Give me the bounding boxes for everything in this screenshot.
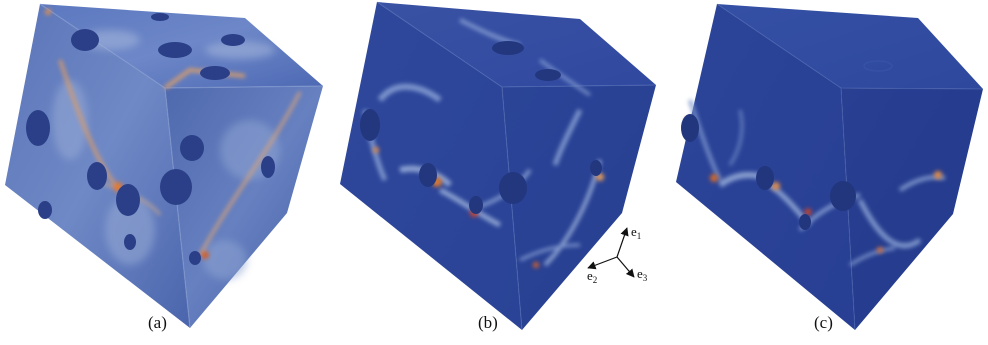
caption-a: (a) xyxy=(148,313,167,332)
cube-c-voids xyxy=(681,114,856,230)
axis-label-e1: e1 xyxy=(631,224,641,241)
cube-b-voids xyxy=(360,41,602,214)
axis-triad: e1 e2 e3 xyxy=(587,224,648,285)
cube-c-top-face xyxy=(717,4,983,89)
cube-a xyxy=(5,3,324,329)
cube-c xyxy=(676,3,984,331)
axis-label-e3: e3 xyxy=(637,266,648,283)
cube-c-right-face xyxy=(841,88,983,330)
cube-b-right-face xyxy=(502,85,656,330)
caption-c: (c) xyxy=(814,313,833,332)
caption-b: (b) xyxy=(478,313,498,332)
axis-label-e2: e2 xyxy=(587,268,597,285)
cube-a-voids xyxy=(26,13,275,265)
cube-a-right-face xyxy=(165,86,323,328)
cube-b xyxy=(340,1,657,331)
